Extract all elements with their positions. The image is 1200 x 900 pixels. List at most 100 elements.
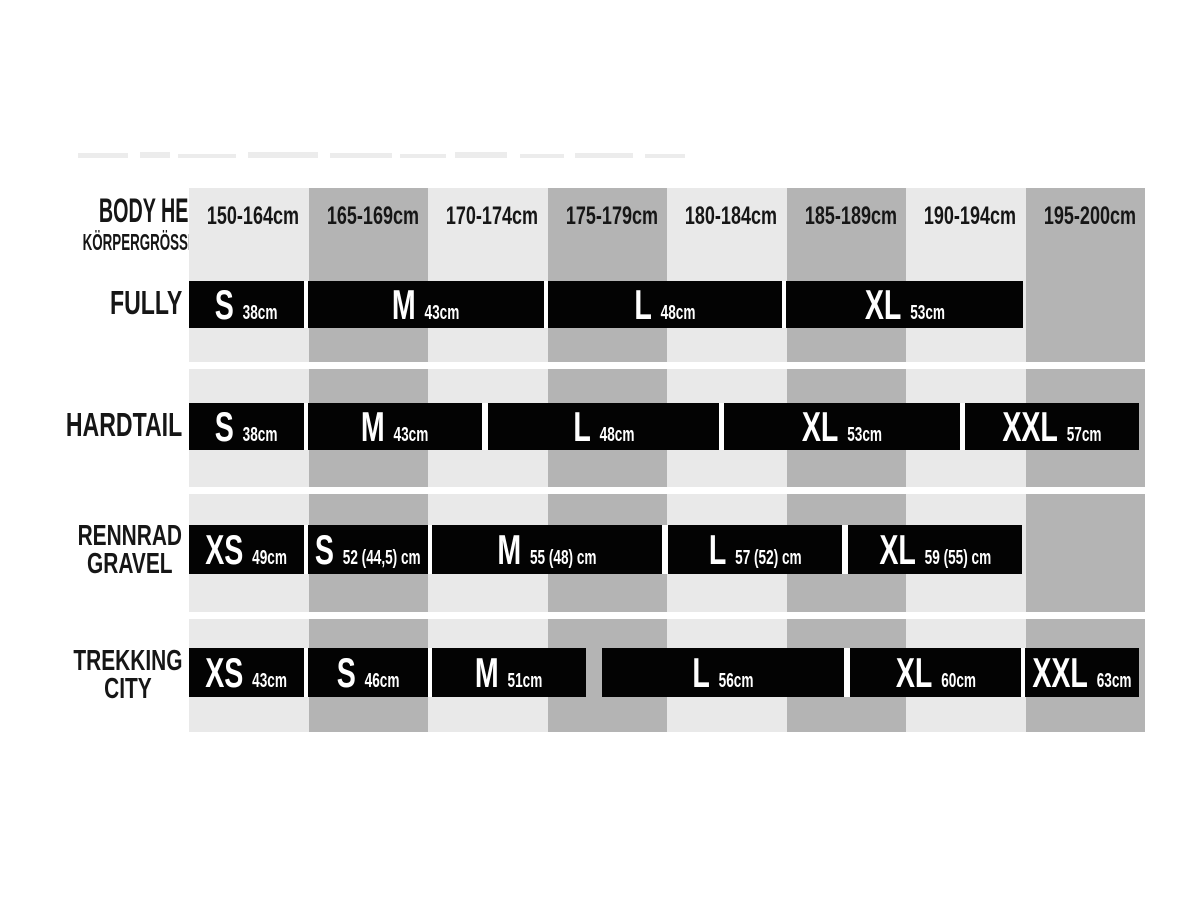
column-header: 150-164cm	[189, 188, 309, 231]
frame-size: 49cm	[252, 546, 288, 569]
column-header: 170-174cm	[428, 188, 548, 231]
frame-size: 59 (55) cm	[924, 546, 991, 569]
size-letter: XL	[895, 648, 932, 696]
size-letter: XXL	[1032, 648, 1088, 696]
size-letter: S	[336, 648, 356, 696]
column-header-label: 170-174cm	[445, 202, 538, 230]
size-bar-rennrad-m: M 55 (48) cm	[432, 525, 662, 574]
size-bar-rennrad-xs: XS 49cm	[189, 525, 304, 574]
size-bar-hardtail-xxl: XXL 57cm	[965, 403, 1139, 450]
size-bar-trekking-s: S 46cm	[308, 648, 428, 697]
frame-size: 52 (44,5) cm	[343, 546, 421, 569]
frame-size: 38cm	[243, 301, 278, 324]
column-header-label: 190-194cm	[923, 202, 1016, 230]
bar-separator	[782, 281, 786, 328]
row-label-line1: RENNRAD	[77, 520, 182, 552]
bar-separator	[544, 281, 548, 328]
size-bar-fully-m: M 43cm	[308, 281, 544, 328]
size-bar-trekking-xl: XL 60cm	[850, 648, 1021, 697]
frame-size: 48cm	[599, 423, 635, 446]
height-column: 185-189cm	[786, 188, 907, 362]
bar-separator	[960, 403, 965, 450]
column-header: 185-189cm	[787, 188, 907, 231]
frame-size: 43cm	[393, 423, 429, 446]
height-column: 190-194cm	[906, 188, 1026, 362]
size-bar-hardtail-xl: XL 53cm	[724, 403, 960, 450]
chart-title: BODY HEIGHT KÖRPERGRÖSSE	[0, 194, 236, 255]
size-letter: S	[315, 525, 335, 573]
height-column: 150-164cm	[189, 188, 309, 362]
size-letter: M	[475, 648, 500, 696]
frame-size: 56cm	[718, 669, 754, 692]
height-column: 175-179cm	[547, 188, 668, 362]
size-letter: L	[572, 402, 591, 450]
size-letter: S	[215, 402, 235, 450]
bar-separator	[304, 281, 308, 328]
frame-size: 46cm	[364, 669, 400, 692]
frame-size: 53cm	[909, 301, 945, 324]
frame-size: 57 (52) cm	[734, 546, 802, 569]
bar-separator	[662, 525, 668, 574]
bar-separator	[304, 648, 308, 697]
column-header: 180-184cm	[667, 188, 787, 231]
band-header-fully: 150-164cm 165-169cm 170-174cm 175-179cm …	[189, 188, 1145, 362]
size-bar-trekking-l: L 56cm	[602, 648, 844, 697]
bar-separator	[842, 525, 848, 574]
size-letter: XS	[205, 525, 244, 573]
bar-separator	[482, 403, 488, 450]
height-column: 170-174cm	[428, 188, 548, 362]
frame-size: 60cm	[940, 669, 976, 692]
size-letter: S	[215, 280, 235, 328]
column-header: 165-169cm	[309, 188, 429, 231]
row-label-text: RENNRAD GRAVEL	[77, 520, 182, 580]
size-letter: M	[361, 402, 386, 450]
column-header-label: 180-184cm	[684, 202, 777, 230]
size-letter: M	[392, 280, 417, 328]
size-bar-rennrad-xl: XL 59 (55) cm	[848, 525, 1022, 574]
column-header-label: 150-164cm	[206, 202, 299, 230]
size-bar-hardtail-s: S 38cm	[189, 403, 304, 450]
size-letter: M	[497, 525, 522, 573]
row-label-trekking-city: TREKKING CITY	[0, 647, 182, 704]
row-label-line2: GRAVEL	[87, 548, 173, 580]
column-header-label: 195-200cm	[1043, 202, 1136, 230]
bar-separator	[428, 525, 432, 574]
bar-separator	[428, 648, 432, 697]
height-column: 195-200cm	[1025, 188, 1146, 362]
size-letter: XL	[879, 525, 916, 573]
row-label-hardtail: HARDTAIL	[0, 408, 182, 441]
row-label-text: TREKKING CITY	[73, 647, 182, 704]
size-letter: XS	[205, 648, 244, 696]
bar-separator	[1021, 648, 1025, 697]
column-header-label: 165-169cm	[326, 202, 419, 230]
size-bar-trekking-xs: XS 43cm	[189, 648, 304, 697]
bar-separator	[844, 648, 850, 697]
row-label-text: FULLY	[109, 284, 182, 321]
size-letter: L	[692, 648, 710, 696]
size-bar-trekking-m: M 51cm	[432, 648, 586, 697]
frame-size: 43cm	[424, 301, 460, 324]
frame-size: 57cm	[1066, 423, 1102, 446]
frame-size: 38cm	[243, 423, 278, 446]
size-letter: L	[634, 280, 652, 328]
size-bar-fully-s: S 38cm	[189, 281, 304, 328]
title-line-de: KÖRPERGRÖSSE	[82, 229, 197, 255]
size-bar-trekking-xxl: XXL 63cm	[1025, 648, 1139, 697]
size-bar-hardtail-l: L 48cm	[488, 403, 719, 450]
height-column: 165-169cm	[308, 188, 429, 362]
bar-separator	[304, 525, 308, 574]
size-letter: XXL	[1002, 402, 1058, 450]
size-bar-hardtail-m: M 43cm	[308, 403, 482, 450]
size-letter: L	[708, 525, 727, 573]
size-bar-fully-l: L 48cm	[548, 281, 782, 328]
column-header: 195-200cm	[1026, 188, 1146, 231]
size-letter: XL	[801, 402, 839, 450]
frame-size: 43cm	[252, 669, 288, 692]
row-label-fully: FULLY	[0, 286, 182, 319]
size-letter: XL	[864, 280, 901, 328]
row-label-text: HARDTAIL	[65, 406, 182, 443]
bar-separator	[719, 403, 724, 450]
height-column: 180-184cm	[667, 188, 787, 362]
column-header: 175-179cm	[548, 188, 668, 231]
